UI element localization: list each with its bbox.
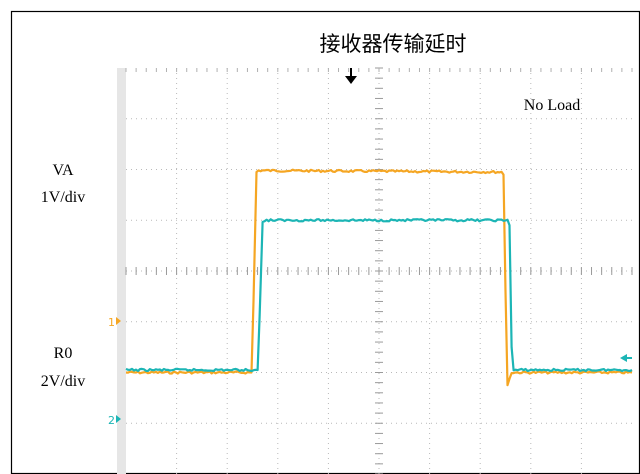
scope-traces <box>125 168 633 387</box>
trace-r0 <box>125 218 633 373</box>
trace-va <box>125 168 633 387</box>
channel-1-name: VA <box>52 162 73 179</box>
chart-title: 接收器传输延时 <box>320 32 467 56</box>
trigger-level-icon <box>620 354 632 362</box>
annotation-no-load: No Load <box>524 97 580 114</box>
channel-1-marker-arrow-icon <box>116 317 121 325</box>
channel-2-name: R0 <box>54 345 73 362</box>
figure-border <box>10 10 640 474</box>
channel-2-marker: 2 <box>108 414 121 427</box>
channel-1-marker-label: 1 <box>108 316 115 329</box>
scope-grid <box>125 67 633 474</box>
channel-2-marker-arrow-icon <box>116 415 121 423</box>
channel-2-marker-label: 2 <box>108 414 115 427</box>
channel-1-marker: 1 <box>108 316 121 329</box>
trigger-position-icon <box>345 68 357 84</box>
channel-1-scale: 1V/div <box>41 189 85 206</box>
channel-2-scale: 2V/div <box>41 373 85 390</box>
screen-left-edge <box>117 68 126 474</box>
